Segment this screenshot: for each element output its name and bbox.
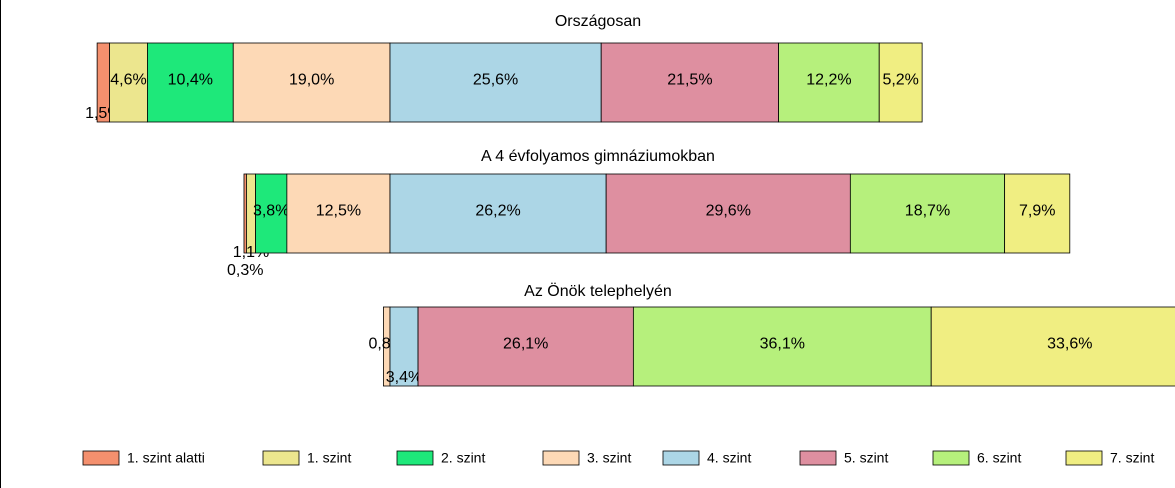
legend-label: 4. szint (707, 450, 751, 466)
data-label: 21,5% (667, 72, 712, 89)
bar-segment (109, 42, 148, 123)
bar-segment (878, 42, 923, 123)
bar-title: A 4 évfolyamos gimnáziumokban (481, 148, 715, 165)
bar-segment (389, 42, 602, 123)
legend-label: 7. szint (1110, 450, 1154, 466)
data-label: 7,9% (1019, 203, 1055, 220)
legend-swatch (932, 450, 970, 466)
bar-segment (778, 42, 880, 123)
bar-segment (389, 306, 419, 387)
data-label: 26,2% (475, 203, 520, 220)
legend-swatch (662, 450, 700, 466)
legend-swatch (542, 450, 580, 466)
bar-segment (600, 42, 779, 123)
data-label: 10,4% (168, 72, 213, 89)
data-label: 18,7% (905, 203, 950, 220)
legend-label: 3. szint (587, 450, 631, 466)
data-label: 12,5% (316, 203, 361, 220)
bar-segment (605, 173, 851, 254)
data-label: 36,1% (760, 336, 805, 353)
data-label: 25,6% (473, 72, 518, 89)
legend-label: 1. szint alatti (127, 450, 205, 466)
bar-segment (417, 306, 634, 387)
data-label: 26,1% (503, 336, 548, 353)
bar-title: Az Önök telephelyén (524, 282, 672, 300)
data-label: 3,8% (253, 203, 289, 220)
data-label: 33,6% (1047, 336, 1092, 353)
data-label: 5,2% (882, 72, 918, 89)
legend-swatch (799, 450, 837, 466)
bar-segment (255, 173, 288, 254)
legend-swatch (262, 450, 300, 466)
legend-label: 2. szint (441, 450, 485, 466)
bar-segment (232, 42, 391, 123)
bar-segment (849, 173, 1006, 254)
bar-segment (1004, 173, 1071, 254)
data-label: 0,3% (227, 262, 263, 279)
legend-swatch (82, 450, 120, 466)
bar-segment (286, 173, 391, 254)
legend-swatch (396, 450, 434, 466)
legend-label: 6. szint (977, 450, 1021, 466)
legend-label: 1. szint (307, 450, 351, 466)
data-label: 19,0% (289, 72, 334, 89)
data-label: 29,6% (706, 203, 751, 220)
bar-title: Országosan (555, 13, 641, 30)
bar-segment (632, 306, 932, 387)
data-label: 4,6% (110, 72, 146, 89)
legend-label: 5. szint (844, 450, 888, 466)
bar-segment (389, 173, 607, 254)
legend-swatch (1065, 450, 1103, 466)
bar-segment (930, 306, 1175, 387)
data-label: 12,2% (806, 72, 851, 89)
data-label: 3,4% (386, 369, 422, 386)
